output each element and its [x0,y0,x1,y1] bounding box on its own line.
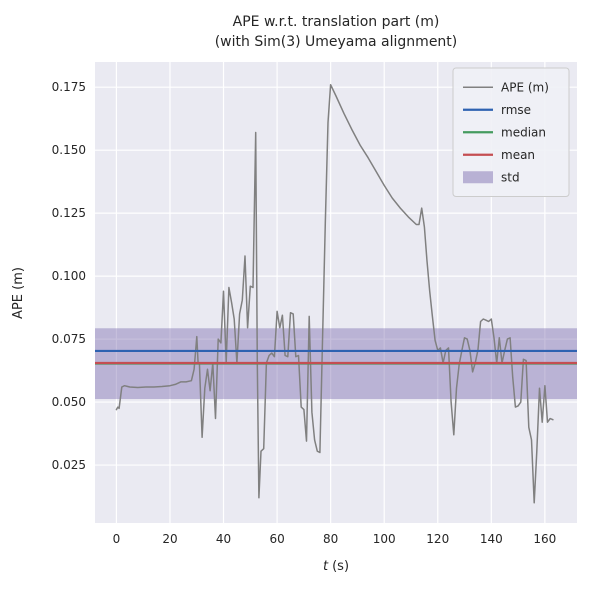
x-axis-label: t (s) [323,559,349,574]
legend: APE (m) rmse median mean std [452,67,570,197]
x-tick-label: 160 [533,532,556,546]
y-tick-label: 0.050 [52,395,86,409]
legend-band-swatch [463,171,493,184]
x-tick-label: 140 [480,532,503,546]
x-tick-label: 100 [373,532,396,546]
y-tick-label: 0.175 [52,80,86,94]
ape-line [115,83,554,504]
x-tick-label: 0 [113,532,121,546]
legend-item-label: std [501,170,520,184]
plot-title-line2: (with Sim(3) Umeyama alignment) [215,34,458,50]
legend-box [452,67,570,197]
x-tick-label: 40 [216,532,231,546]
y-axis-label: APE (m) [11,267,26,319]
y-tick-label: 0.075 [52,332,86,346]
chart-layer: 0 20 40 60 80 100 120 140 160 0.025 0.050 0.075 0.10… [52,62,577,546]
legend-item-label: median [501,125,546,139]
y-tick-label: 0.025 [52,458,86,472]
x-tick-label: 80 [323,532,338,546]
legend-item-std: std [463,170,520,184]
legend-item-label: APE (m) [501,80,549,94]
x-tick-label: 120 [426,532,449,546]
y-tick-label: 0.150 [52,143,86,157]
x-axis-label-unit: (s) [332,559,349,574]
y-tick-label: 0.100 [52,269,86,283]
x-axis-label-variable: t [323,559,329,574]
legend-item-median: median [463,125,546,139]
x-tick-label: 20 [162,532,177,546]
legend-item-mean: mean [463,148,535,162]
legend-item-label: mean [501,148,535,162]
legend-item-ape-m-: APE (m) [463,80,549,94]
legend-item-rmse: rmse [463,103,531,117]
legend-item-label: rmse [501,103,531,117]
y-tick-label: 0.125 [52,206,86,220]
plot-title-line1: APE w.r.t. translation part (m) [233,14,440,30]
x-tick-label: 60 [269,532,284,546]
